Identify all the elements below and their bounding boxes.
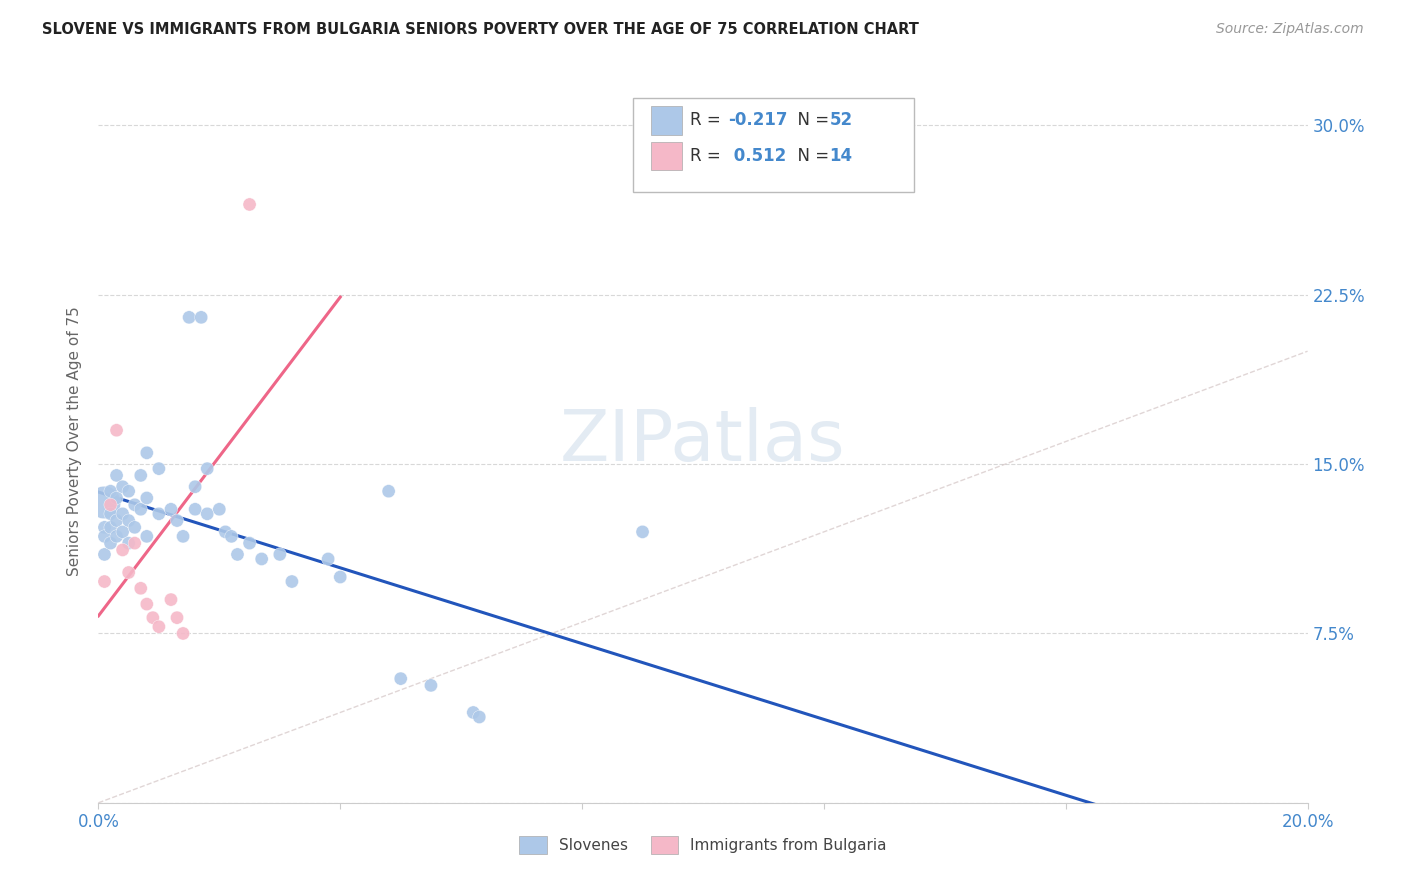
Point: [111, 542, 134, 557]
Text: ZIPatlas: ZIPatlas: [560, 407, 846, 476]
Point: [166, 514, 188, 528]
Point: [111, 524, 134, 539]
Text: Source: ZipAtlas.com: Source: ZipAtlas.com: [1216, 22, 1364, 37]
Text: R =: R =: [690, 112, 727, 129]
Point: [100, 536, 122, 550]
Point: [111, 480, 134, 494]
Text: SLOVENE VS IMMIGRANTS FROM BULGARIA SENIORS POVERTY OVER THE AGE OF 75 CORRELATI: SLOVENE VS IMMIGRANTS FROM BULGARIA SENI…: [42, 22, 920, 37]
Point: [184, 502, 207, 516]
Point: [172, 529, 194, 543]
Point: [329, 570, 352, 584]
Point: [135, 529, 157, 543]
Point: [105, 529, 128, 543]
Point: [129, 582, 152, 596]
Text: 14: 14: [830, 147, 852, 165]
Point: [239, 536, 262, 550]
Text: N =: N =: [787, 147, 835, 165]
Point: [184, 480, 207, 494]
Point: [250, 552, 273, 566]
Point: [468, 710, 491, 724]
Point: [129, 468, 152, 483]
Point: [179, 310, 201, 325]
Point: [100, 484, 122, 499]
Legend: Slovenes, Immigrants from Bulgaria: Slovenes, Immigrants from Bulgaria: [513, 830, 893, 860]
Point: [166, 610, 188, 624]
Point: [124, 498, 146, 512]
Point: [377, 484, 399, 499]
Text: 52: 52: [830, 112, 852, 129]
Point: [208, 502, 231, 516]
Point: [420, 678, 443, 692]
Point: [135, 446, 157, 460]
Point: [111, 507, 134, 521]
Point: [135, 597, 157, 611]
Point: [269, 548, 291, 562]
Point: [160, 502, 183, 516]
Point: [105, 468, 128, 483]
Point: [124, 536, 146, 550]
Point: [100, 507, 122, 521]
Point: [135, 491, 157, 505]
Point: [93, 495, 115, 509]
Point: [148, 507, 170, 521]
Point: [160, 592, 183, 607]
Point: [129, 502, 152, 516]
Point: [118, 484, 141, 499]
Point: [214, 524, 236, 539]
Point: [124, 520, 146, 534]
Point: [239, 197, 262, 211]
Y-axis label: Seniors Poverty Over the Age of 75: Seniors Poverty Over the Age of 75: [67, 307, 83, 576]
Point: [93, 574, 115, 589]
Text: 0.512: 0.512: [728, 147, 786, 165]
Text: R =: R =: [690, 147, 727, 165]
Point: [105, 423, 128, 437]
Point: [221, 529, 243, 543]
Point: [316, 552, 339, 566]
Point: [118, 566, 141, 580]
Point: [389, 672, 412, 686]
Point: [195, 507, 218, 521]
Text: N =: N =: [787, 112, 835, 129]
Point: [148, 461, 170, 475]
Point: [463, 706, 485, 720]
Point: [190, 310, 212, 325]
Point: [118, 514, 141, 528]
Point: [226, 548, 249, 562]
Point: [93, 529, 115, 543]
Point: [105, 491, 128, 505]
Point: [93, 520, 115, 534]
Point: [142, 610, 165, 624]
Point: [100, 520, 122, 534]
Point: [100, 498, 122, 512]
Point: [281, 574, 304, 589]
Point: [172, 626, 194, 640]
Point: [93, 548, 115, 562]
Point: [105, 514, 128, 528]
Text: -0.217: -0.217: [728, 112, 787, 129]
Point: [631, 524, 654, 539]
Point: [148, 620, 170, 634]
Point: [118, 536, 141, 550]
Point: [195, 461, 218, 475]
